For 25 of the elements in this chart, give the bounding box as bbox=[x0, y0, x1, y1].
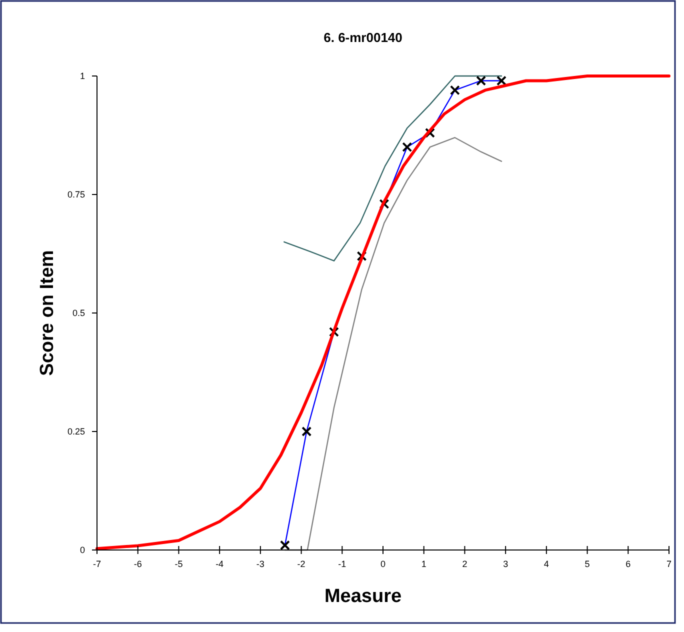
x-tick-label: -3 bbox=[256, 559, 264, 569]
x-axis-title: Measure bbox=[324, 586, 402, 607]
y-axis-title: Score on Item bbox=[37, 250, 58, 376]
x-tick-label: -1 bbox=[338, 559, 346, 569]
y-tick-label: 0.75 bbox=[67, 190, 85, 200]
y-tick-label: 0.25 bbox=[67, 426, 85, 436]
x-tick-label: 7 bbox=[666, 559, 672, 569]
x-tick-label: 1 bbox=[421, 559, 426, 569]
x-tick-label: 3 bbox=[503, 559, 508, 569]
chart-title: 6. 6-mr00140 bbox=[324, 30, 402, 45]
y-tick-label: 1 bbox=[80, 71, 85, 81]
x-tick-label: 0 bbox=[380, 559, 386, 569]
y-tick-label: 0 bbox=[80, 545, 85, 555]
x-tick-label: -6 bbox=[134, 559, 142, 569]
x-tick-label: 2 bbox=[462, 559, 468, 569]
x-tick-label: 6 bbox=[626, 559, 631, 569]
line-series bbox=[96, 74, 670, 550]
y-tick-label: 0.5 bbox=[72, 308, 85, 318]
x-tick-label: 4 bbox=[544, 559, 549, 569]
x-tick-label: -7 bbox=[92, 559, 102, 569]
x-tick-label: 5 bbox=[584, 559, 590, 569]
x-tick-label: -2 bbox=[297, 559, 306, 569]
x-tick-label: -4 bbox=[216, 559, 224, 569]
line-series bbox=[284, 75, 502, 262]
x-tick-label: -5 bbox=[174, 559, 183, 569]
